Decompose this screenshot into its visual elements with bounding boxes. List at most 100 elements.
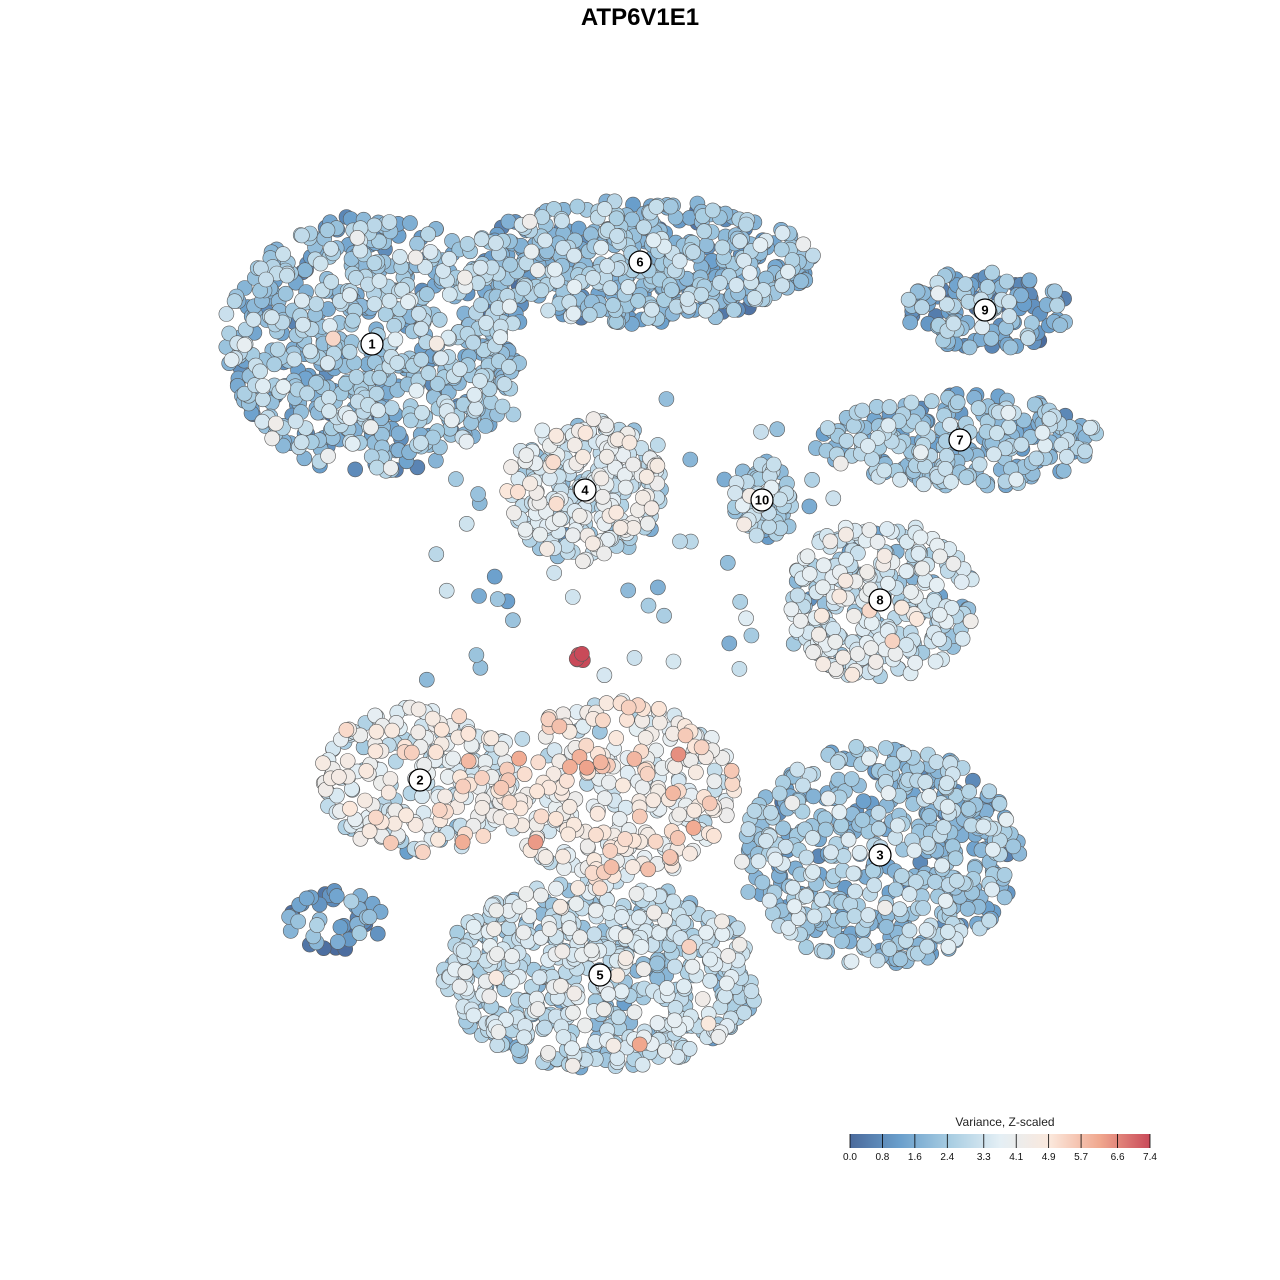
cell-point — [286, 351, 303, 368]
cell-point — [473, 297, 489, 313]
cell-point — [927, 874, 943, 890]
cell-point — [696, 223, 713, 239]
cell-point — [555, 240, 571, 256]
cell-point — [366, 296, 383, 312]
cell-point — [838, 526, 854, 543]
cell-point — [331, 768, 347, 785]
cell-point — [344, 435, 361, 452]
cell-point — [515, 924, 532, 941]
cell-point — [521, 908, 538, 924]
cell-point — [666, 958, 683, 975]
cell-point — [682, 845, 698, 862]
cell-point — [368, 809, 384, 826]
cell-point — [236, 337, 253, 353]
cell-point — [784, 795, 801, 811]
cell-point — [981, 783, 998, 800]
cell-point — [481, 988, 498, 1005]
cell-point — [643, 500, 660, 517]
cell-point — [914, 420, 931, 437]
cell-point — [587, 902, 604, 919]
cell-point — [455, 778, 471, 795]
cell-point — [805, 247, 821, 264]
cell-point — [369, 459, 385, 476]
cell-point — [536, 1019, 553, 1036]
cell-point — [555, 848, 571, 865]
cell-point — [551, 511, 568, 528]
cell-point — [771, 785, 788, 802]
cell-point — [539, 541, 555, 557]
cell-point — [568, 896, 585, 912]
cell-point — [822, 533, 839, 550]
cell-point — [429, 376, 446, 392]
cell-point — [723, 762, 740, 779]
cell-point — [1059, 448, 1075, 465]
cell-point — [815, 656, 832, 672]
cell-point — [361, 909, 378, 925]
cell-point — [789, 587, 806, 604]
cell-point — [773, 241, 790, 258]
cell-point — [511, 750, 527, 767]
cell-point — [608, 504, 625, 521]
cell-point — [758, 833, 774, 849]
cell-point — [889, 817, 906, 834]
cell-point — [685, 820, 702, 836]
cell-point — [420, 226, 437, 242]
cell-point — [592, 880, 608, 897]
cell-point — [302, 343, 319, 360]
cell-point — [367, 743, 384, 760]
cell-point — [574, 645, 590, 662]
cell-point — [255, 378, 271, 394]
cell-point — [465, 334, 482, 351]
cell-point — [341, 410, 358, 426]
cell-point — [468, 400, 484, 417]
cell-point — [996, 867, 1013, 883]
cell-point — [347, 461, 364, 478]
cell-point — [675, 914, 692, 930]
cell-point — [1037, 437, 1053, 454]
cell-point — [445, 750, 461, 767]
cell-point — [887, 881, 904, 898]
cell-point — [676, 978, 692, 995]
cell-point — [561, 798, 578, 815]
cell-point — [493, 780, 510, 796]
cell-point — [848, 739, 865, 755]
cell-point — [294, 292, 310, 309]
cell-point — [533, 887, 549, 904]
cell-point — [457, 964, 474, 981]
cell-point — [804, 830, 821, 846]
cell-point — [504, 948, 520, 964]
cell-point — [561, 920, 578, 936]
cell-point — [475, 828, 492, 844]
cell-point — [348, 270, 364, 286]
cell-point — [789, 761, 806, 778]
cell-point — [837, 572, 854, 589]
cell-point — [275, 246, 291, 262]
cell-point — [494, 398, 511, 415]
cell-point — [718, 975, 735, 992]
cell-point — [793, 273, 809, 290]
cell-point — [898, 563, 915, 580]
cell-point — [585, 411, 602, 428]
cell-point — [656, 607, 672, 624]
cell-point — [503, 813, 519, 829]
cell-point — [506, 505, 522, 521]
cell-point — [815, 557, 832, 574]
cell-point — [575, 553, 591, 570]
cell-point — [489, 591, 506, 607]
cell-point — [530, 754, 547, 771]
cell-point — [245, 311, 262, 328]
cell-point — [819, 420, 836, 436]
cell-point — [856, 936, 873, 953]
cluster-label: 5 — [596, 968, 603, 983]
cell-point — [472, 373, 488, 389]
cell-point — [486, 921, 502, 937]
cell-point — [795, 236, 812, 253]
cell-point — [688, 764, 704, 781]
cell-point — [554, 943, 571, 960]
cell-point — [380, 784, 397, 801]
cell-point — [732, 593, 749, 610]
cell-point — [323, 273, 340, 290]
cell-point — [765, 456, 782, 473]
cell-point — [382, 460, 399, 476]
cell-point — [902, 314, 919, 331]
